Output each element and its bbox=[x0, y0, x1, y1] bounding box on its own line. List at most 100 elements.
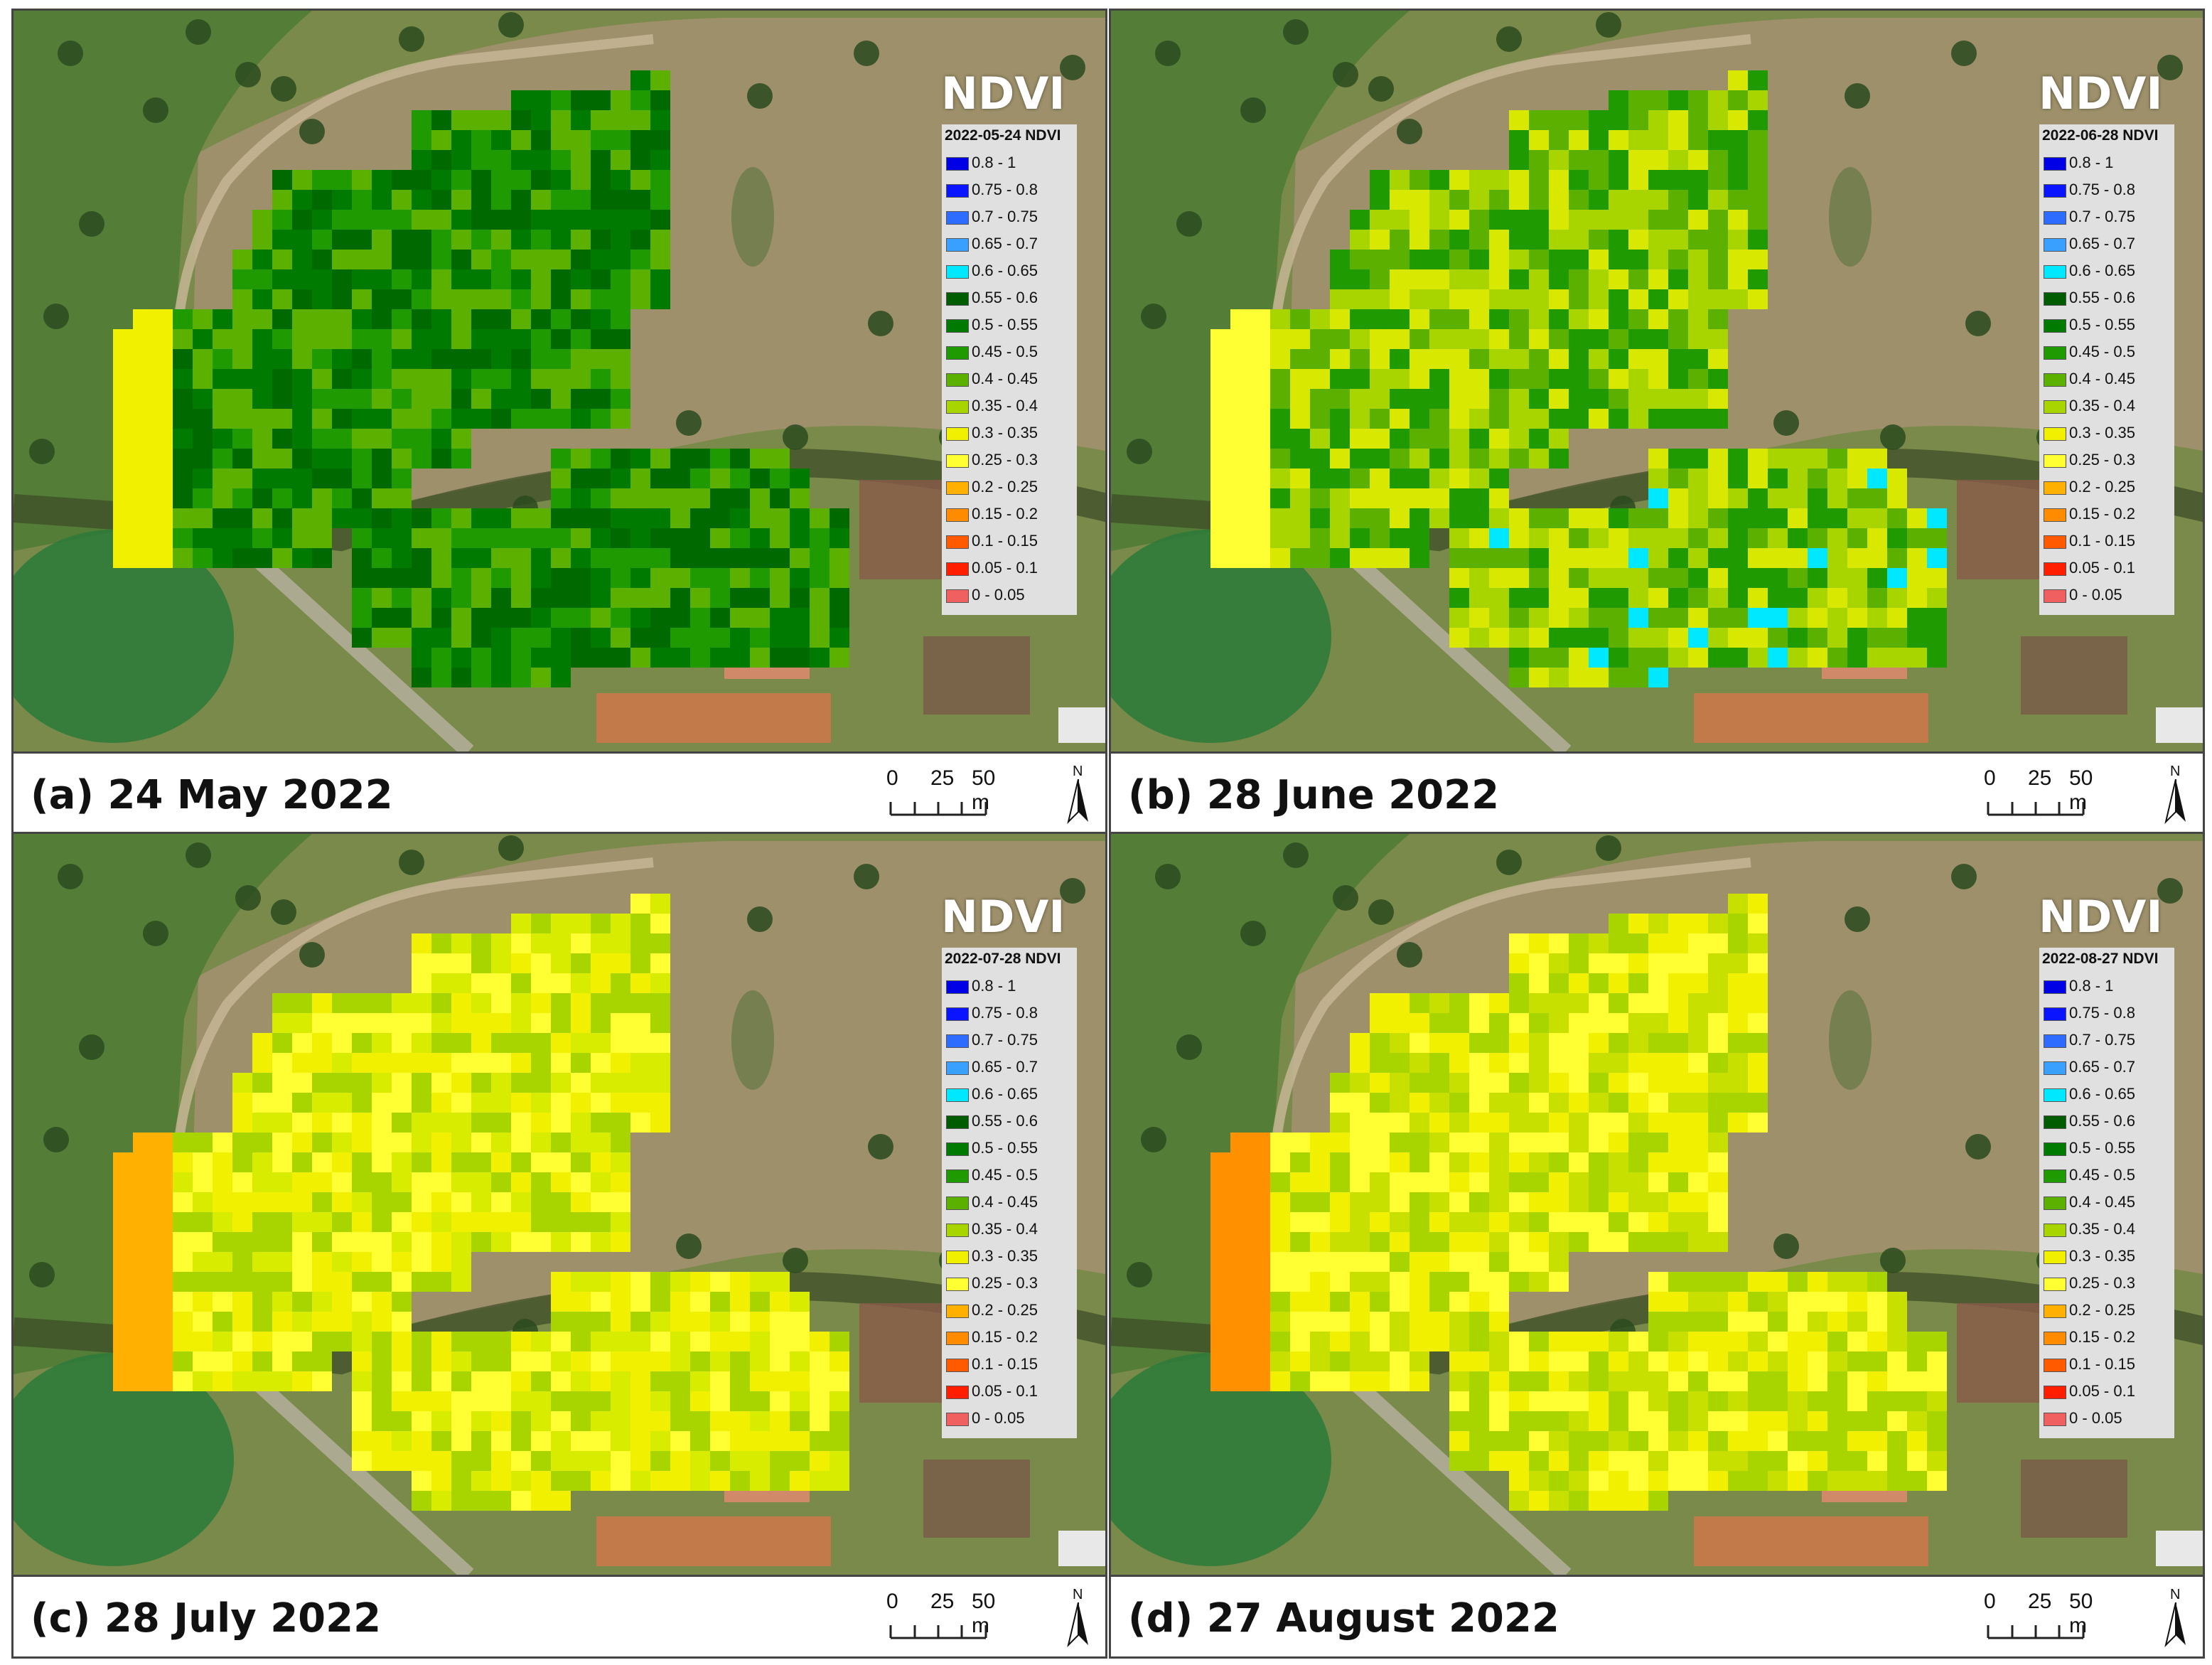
ndvi-cell bbox=[1449, 628, 1469, 648]
ndvi-cell bbox=[670, 449, 690, 469]
ndvi-cell bbox=[650, 1431, 670, 1451]
ndvi-cell bbox=[232, 1332, 252, 1351]
ndvi-cell bbox=[1210, 1232, 1230, 1252]
ndvi-cell bbox=[1390, 329, 1410, 349]
ndvi-cell bbox=[372, 508, 392, 528]
ndvi-cell bbox=[630, 110, 650, 130]
ndvi-cell bbox=[1688, 1471, 1708, 1491]
ndvi-cell bbox=[1589, 1172, 1609, 1192]
ndvi-cell bbox=[491, 309, 511, 329]
ndvi-cell bbox=[173, 469, 193, 488]
ndvi-cell bbox=[630, 449, 650, 469]
legend-label: 0.5 - 0.55 bbox=[2069, 316, 2135, 333]
ndvi-cell bbox=[451, 1053, 471, 1073]
ndvi-cell bbox=[830, 1431, 849, 1451]
ndvi-cell bbox=[1330, 469, 1350, 488]
ndvi-cell bbox=[1688, 309, 1708, 329]
ndvi-cell bbox=[372, 1371, 392, 1391]
legend-label: 0.55 - 0.6 bbox=[2069, 1112, 2135, 1130]
ndvi-cell bbox=[1847, 1451, 1867, 1471]
ndvi-cell bbox=[1847, 1411, 1867, 1431]
ndvi-cell bbox=[591, 568, 611, 588]
ndvi-cell bbox=[611, 1192, 630, 1212]
ndvi-cell bbox=[1688, 1391, 1708, 1411]
ndvi-cell bbox=[1410, 170, 1429, 190]
ndvi-cell bbox=[1509, 1451, 1529, 1471]
ndvi-cell bbox=[670, 568, 690, 588]
ndvi-cell bbox=[1469, 1431, 1489, 1451]
ndvi-cell bbox=[1628, 953, 1648, 973]
ndvi-cell bbox=[1748, 1292, 1768, 1312]
ndvi-cell bbox=[213, 1272, 232, 1292]
ndvi-cell bbox=[750, 1332, 770, 1351]
ndvi-cell bbox=[1708, 1033, 1728, 1053]
ndvi-cell bbox=[1230, 1252, 1250, 1272]
ndvi-cell bbox=[830, 548, 849, 568]
ndvi-cell bbox=[750, 528, 770, 548]
ndvi-cell bbox=[451, 628, 471, 648]
legend-item: 0.35 - 0.4 bbox=[2044, 1216, 2171, 1242]
ndvi-cell bbox=[1648, 369, 1668, 389]
ndvi-cell bbox=[650, 70, 670, 90]
ndvi-cell bbox=[312, 289, 332, 309]
ndvi-cell bbox=[1887, 608, 1907, 628]
ndvi-cell bbox=[153, 1252, 173, 1272]
ndvi-cell bbox=[1350, 429, 1370, 449]
ndvi-cell bbox=[1509, 170, 1529, 190]
ndvi-cell bbox=[611, 648, 630, 668]
ndvi-cell bbox=[730, 568, 750, 588]
legend-swatch bbox=[2044, 1386, 2066, 1399]
ndvi-cell bbox=[1529, 1093, 1549, 1113]
legend-swatch bbox=[946, 1413, 969, 1426]
ndvi-cell bbox=[1489, 1312, 1509, 1332]
ndvi-cell bbox=[1788, 488, 1808, 508]
ndvi-cell bbox=[571, 588, 591, 608]
ndvi-cell bbox=[1549, 269, 1569, 289]
legend-item: 0.3 - 0.35 bbox=[946, 420, 1074, 446]
ndvi-cell bbox=[551, 150, 571, 170]
ndvi-cell bbox=[352, 1093, 372, 1113]
ndvi-cell bbox=[1330, 1212, 1350, 1232]
ndvi-cell bbox=[1589, 568, 1609, 588]
ndvi-cell bbox=[1907, 588, 1927, 608]
ndvi-cell bbox=[1648, 528, 1668, 548]
ndvi-cell bbox=[1887, 469, 1907, 488]
ndvi-cell bbox=[511, 1232, 531, 1252]
ndvi-cell bbox=[1708, 528, 1728, 548]
ndvi-cell bbox=[770, 528, 790, 548]
ndvi-cell bbox=[551, 528, 571, 548]
ndvi-cell bbox=[1469, 1113, 1489, 1133]
ndvi-cell bbox=[352, 289, 372, 309]
legend-item: 0.75 - 0.8 bbox=[2044, 177, 2171, 203]
ndvi-cell bbox=[531, 1133, 551, 1152]
ndvi-cell bbox=[1390, 1033, 1410, 1053]
ndvi-cell bbox=[372, 449, 392, 469]
ndvi-cell bbox=[1609, 289, 1628, 309]
ndvi-cell bbox=[1330, 1192, 1350, 1212]
ndvi-cell bbox=[1648, 329, 1668, 349]
ndvi-cell bbox=[1230, 369, 1250, 389]
legend-item: 0.4 - 0.45 bbox=[2044, 1189, 2171, 1215]
ndvi-cell bbox=[1648, 409, 1668, 429]
ndvi-cell bbox=[750, 469, 770, 488]
ndvi-cell bbox=[1688, 1232, 1708, 1252]
ndvi-cell bbox=[1589, 1232, 1609, 1252]
ndvi-cell bbox=[1549, 1133, 1569, 1152]
ndvi-cell bbox=[1688, 914, 1708, 933]
ndvi-cell bbox=[1449, 1431, 1469, 1451]
ndvi-cell bbox=[531, 1232, 551, 1252]
ndvi-cell bbox=[1688, 1351, 1708, 1371]
ndvi-cell bbox=[571, 648, 591, 668]
ndvi-cell bbox=[1768, 588, 1788, 608]
ndvi-cell bbox=[1748, 588, 1768, 608]
ndvi-cell bbox=[1230, 309, 1250, 329]
ndvi-cell bbox=[1210, 1152, 1230, 1172]
ndvi-cell bbox=[531, 1172, 551, 1192]
ndvi-cell bbox=[471, 250, 491, 269]
ndvi-cell bbox=[1429, 469, 1449, 488]
ndvi-cell bbox=[511, 349, 531, 369]
ndvi-cell bbox=[1907, 648, 1927, 668]
ndvi-cell bbox=[1410, 1351, 1429, 1371]
ndvi-cell bbox=[1469, 1232, 1489, 1252]
legend-label: 0.35 - 0.4 bbox=[2069, 397, 2135, 414]
